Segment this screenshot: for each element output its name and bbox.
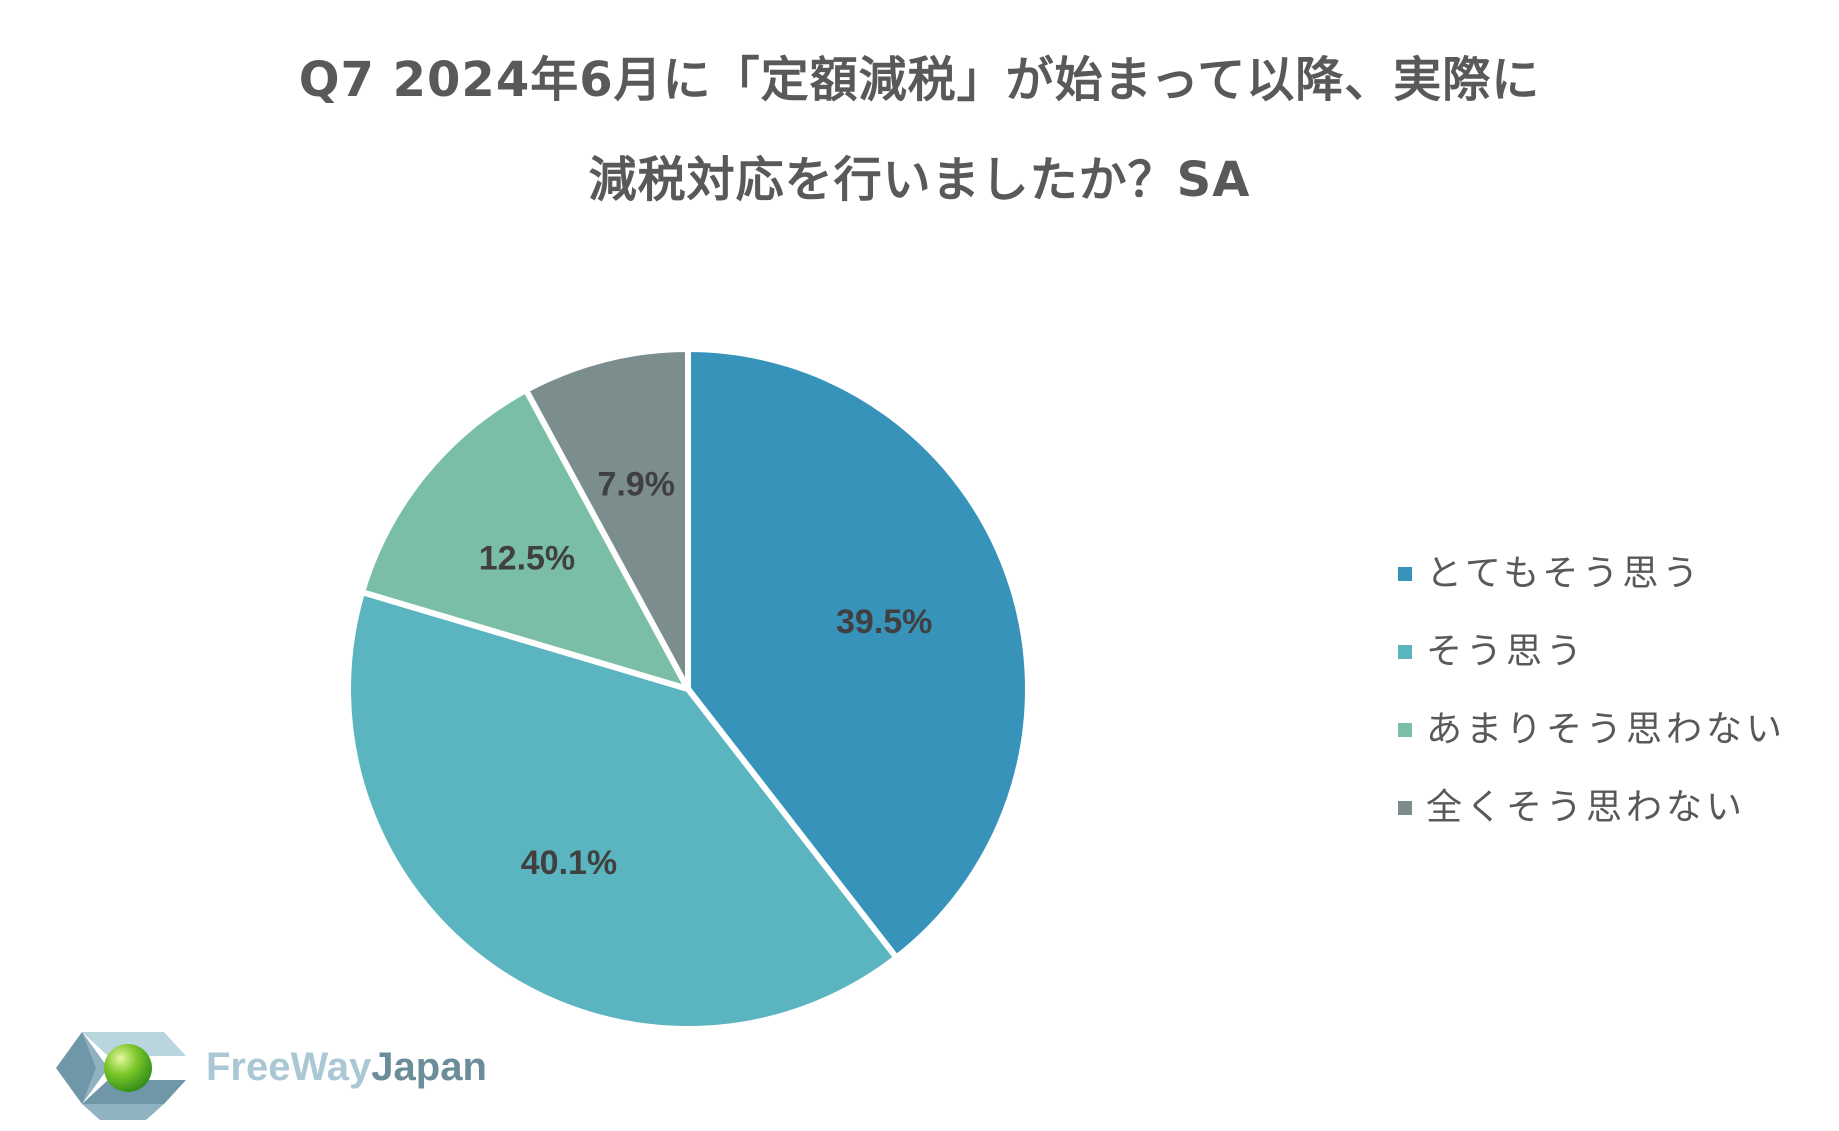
legend-swatch xyxy=(1398,645,1412,659)
chart-title-line-2: 減税対応を行いましたか？SA xyxy=(588,152,1251,208)
pie-slice-1 xyxy=(685,346,1031,961)
brand-name-part-1: FreeWay xyxy=(206,1045,372,1089)
pie-slice-3 xyxy=(359,387,691,692)
data-label-2: 40.1% xyxy=(521,844,617,882)
brand-name: FreeWayJapan xyxy=(206,1043,487,1091)
legend-label: あまりそう思わない xyxy=(1426,709,1787,750)
legend-label: とてもそう思う xyxy=(1426,553,1703,594)
legend-label: 全くそう思わない xyxy=(1426,787,1747,828)
data-label-3: 12.5% xyxy=(479,539,575,577)
chart-title-line-1: Q7 2024年6月に「定額減税」が始まって以降、実際に xyxy=(298,52,1541,108)
data-label-4: 7.9% xyxy=(597,466,675,504)
legend-swatch xyxy=(1398,801,1412,815)
pie-data-labels: 39.5% 40.1% 12.5% 7.9% xyxy=(479,466,933,882)
pie-slices xyxy=(345,346,1031,1032)
legend-swatch xyxy=(1398,723,1412,737)
legend-item-1: とてもそう思う xyxy=(1398,546,1786,624)
brand-name-part-2: Japan xyxy=(371,1045,487,1089)
legend-swatch xyxy=(1398,567,1412,581)
legend-label: そう思う xyxy=(1426,631,1587,672)
legend-item-2: そう思う xyxy=(1398,624,1786,702)
data-label-1: 39.5% xyxy=(836,603,932,641)
legend-item-3: あまりそう思わない xyxy=(1398,702,1786,780)
pie-slice-4 xyxy=(523,346,691,692)
legend-item-4: 全くそう思わない xyxy=(1398,780,1786,858)
chart-legend: とてもそう思う そう思う あまりそう思わない 全くそう思わない xyxy=(1398,546,1786,858)
pie-slice-2 xyxy=(345,589,900,1032)
freewayjapan-logo-icon xyxy=(56,1032,186,1120)
